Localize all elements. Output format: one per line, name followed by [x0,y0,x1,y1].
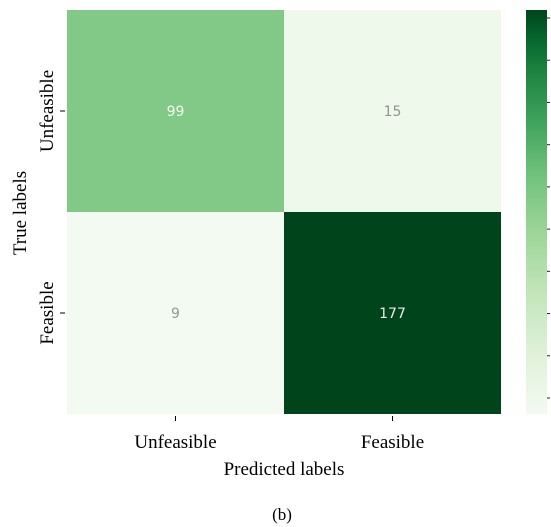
x-axis-ticks: Unfeasible Feasible [134,416,424,453]
heatmap-cell-value: 15 [384,104,402,120]
heatmap-cell-value: 99 [167,104,185,120]
heatmap-cell [67,212,284,414]
x-tick-label: Unfeasible [134,432,216,453]
heatmap-cell-value: 9 [171,306,180,322]
heatmap-cells [67,10,501,414]
y-tick-label: Feasible [37,281,58,344]
y-tick-label: Unfeasible [37,70,58,152]
heatmap-cell [284,10,501,212]
heatmap-cell-labels: 99 15 9 177 [167,104,406,322]
y-axis-label: True labels [10,171,31,255]
figure-caption: (b) [272,505,292,524]
x-tick-label: Feasible [361,432,424,453]
colorbar [526,10,547,414]
y-axis-ticks: Unfeasible Feasible [37,70,65,345]
heatmap-cell-value: 177 [379,306,406,322]
heatmap-cell [284,212,501,414]
x-axis-label: Predicted labels [224,459,345,480]
colorbar-ticks [547,17,550,399]
heatmap-cell [67,10,284,212]
